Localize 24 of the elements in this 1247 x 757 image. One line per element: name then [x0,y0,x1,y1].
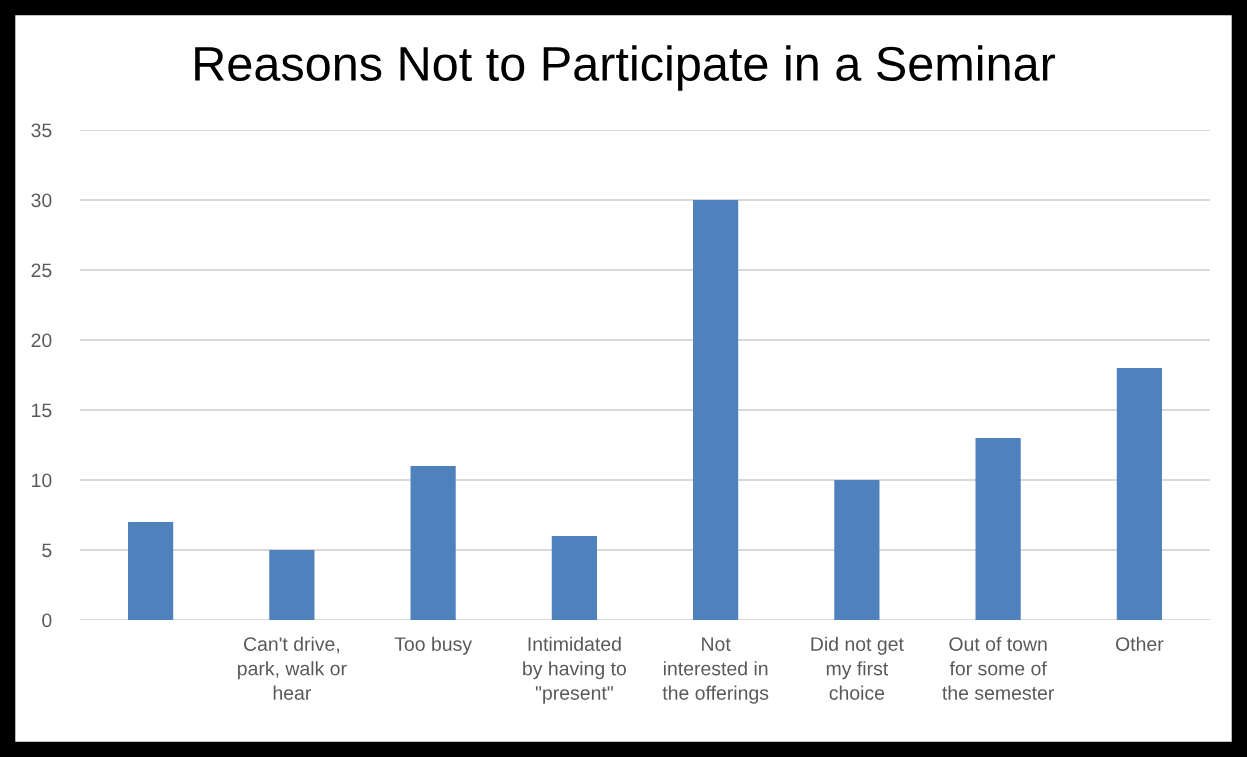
x-tick-label: Not interested in the offerings [662,637,769,704]
y-tick-label: 10 [32,473,52,488]
x-tick-label: Out of town for some of the semester [942,636,1054,700]
y-tick-label: 0 [42,613,52,628]
bar [410,466,456,620]
y-tick-label: 25 [31,263,52,278]
bar [834,480,880,620]
x-tick-label: Intimidated by having to "present" [523,636,626,704]
bar [269,550,315,620]
x-tick-label: Too busy [394,636,472,655]
chart-title: Reasons Not to Participate in a Seminar [195,45,1056,91]
bar [128,522,174,620]
y-tick-label: 30 [31,193,52,208]
bar [975,438,1021,620]
y-tick-label: 35 [31,123,52,138]
bar [693,200,739,620]
y-tick-label: 5 [42,543,52,558]
bar [551,536,597,620]
x-tick-label: Other [1115,636,1164,651]
x-tick-label: Did not get my first choice [811,636,904,700]
x-tick-label: Can't drive, park, walk or hear [238,636,347,700]
y-tick-label: 15 [32,403,52,418]
y-tick-label: 20 [31,333,52,348]
bar [1116,368,1162,620]
